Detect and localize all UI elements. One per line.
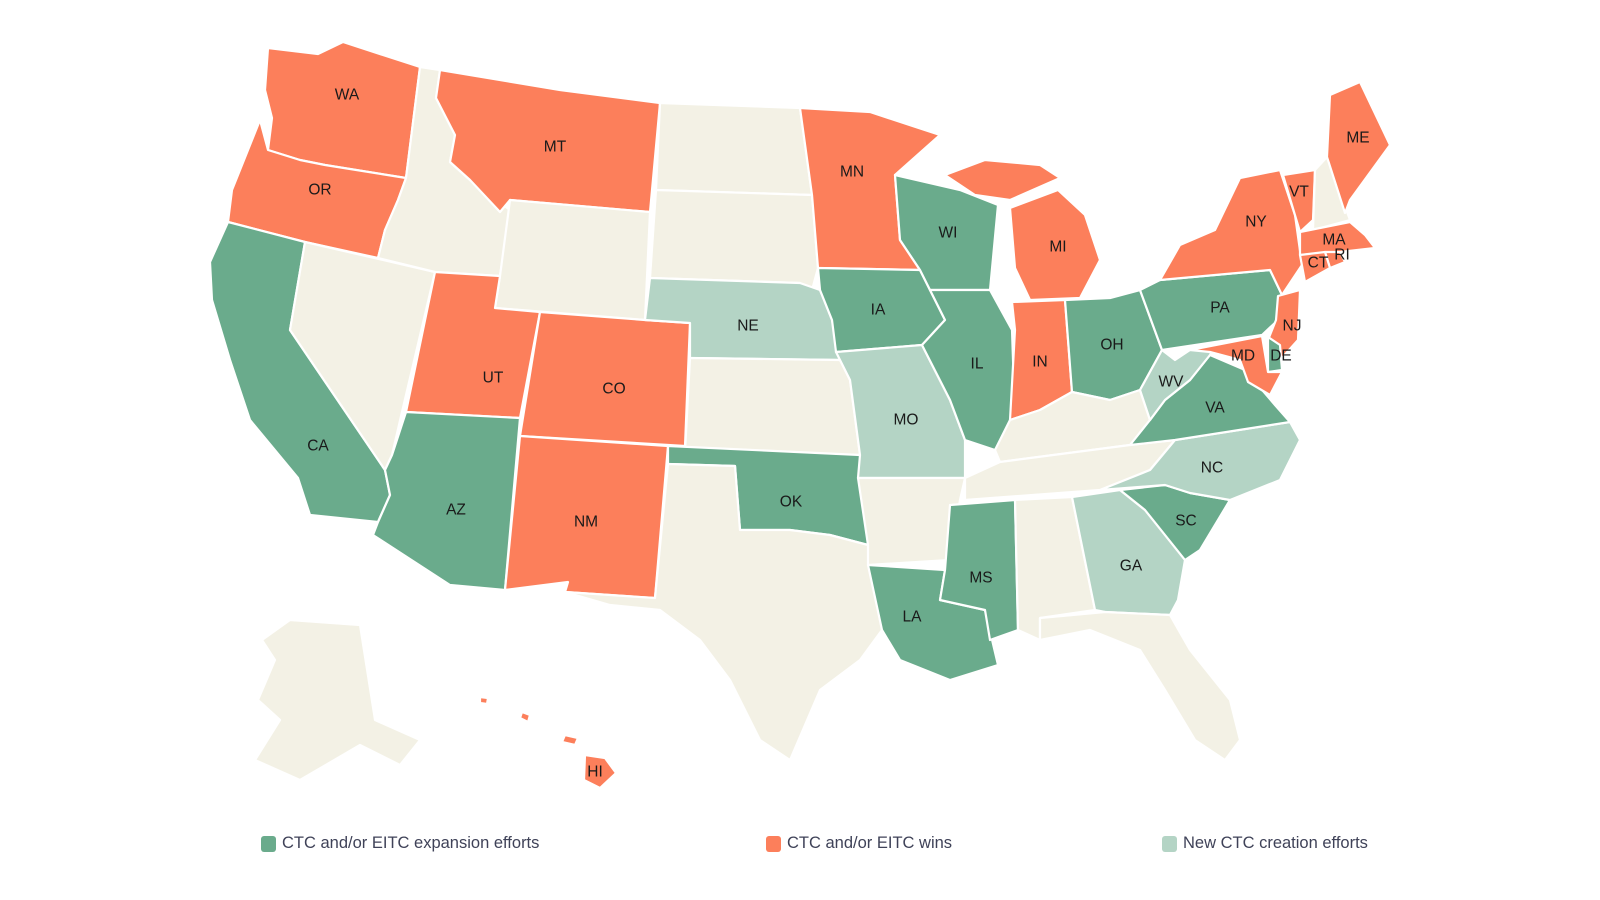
- state-il[interactable]: [920, 288, 1017, 452]
- state-mi-upper[interactable]: [943, 158, 1062, 202]
- legend-swatch-wins: [766, 835, 781, 852]
- state-ma[interactable]: [1298, 220, 1377, 257]
- state-hi-maui[interactable]: [560, 733, 580, 747]
- state-ak[interactable]: [253, 618, 422, 782]
- state-md[interactable]: [1188, 334, 1284, 397]
- state-hi-kauai[interactable]: [478, 695, 490, 706]
- map-legend: CTC and/or EITC expansion efforts CTC an…: [0, 834, 1600, 858]
- legend-swatch-creation: [1162, 835, 1177, 852]
- state-ks[interactable]: [683, 356, 862, 457]
- legend-label-wins: CTC and/or EITC wins: [787, 834, 953, 852]
- state-nc[interactable]: [1098, 420, 1302, 502]
- state-nm[interactable]: [503, 434, 670, 600]
- state-fl[interactable]: [1038, 610, 1242, 762]
- state-de[interactable]: [1266, 335, 1284, 374]
- legend-label-creation: New CTC creation efforts: [1183, 834, 1368, 852]
- legend-item-creation: New CTC creation efforts: [1162, 834, 1368, 853]
- state-sd[interactable]: [648, 188, 820, 292]
- state-ct[interactable]: [1298, 250, 1332, 284]
- state-nd[interactable]: [654, 101, 814, 197]
- state-hi-oahu[interactable]: [518, 710, 532, 724]
- state-hi[interactable]: [582, 753, 618, 790]
- state-mi[interactable]: [1008, 188, 1102, 302]
- legend-label-expansion: CTC and/or EITC expansion efforts: [282, 834, 540, 852]
- us-state-map: WA OR MT MN MI UT CO NM IN NY VT ME MA R…: [208, 40, 1392, 790]
- state-tx[interactable]: [563, 462, 884, 762]
- state-mt[interactable]: [434, 68, 662, 214]
- state-wy[interactable]: [493, 198, 652, 322]
- state-me[interactable]: [1325, 80, 1392, 215]
- state-nh[interactable]: [1311, 155, 1352, 232]
- legend-item-wins: CTC and/or EITC wins: [766, 834, 952, 853]
- legend-item-expansion: CTC and/or EITC expansion efforts: [261, 834, 539, 853]
- legend-swatch-expansion: [261, 835, 276, 852]
- state-co[interactable]: [518, 310, 692, 448]
